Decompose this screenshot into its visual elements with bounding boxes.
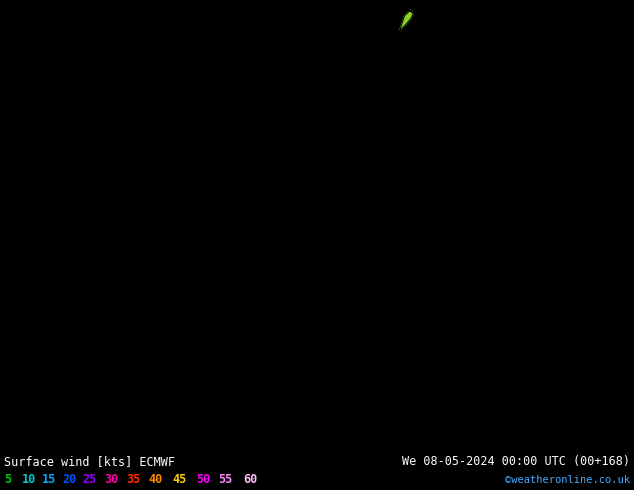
Text: Surface wind [kts] ECMWF: Surface wind [kts] ECMWF bbox=[4, 455, 175, 468]
Polygon shape bbox=[399, 10, 413, 31]
Text: 60: 60 bbox=[243, 473, 257, 487]
Text: 5: 5 bbox=[4, 473, 11, 487]
Text: 35: 35 bbox=[126, 473, 140, 487]
Text: 25: 25 bbox=[82, 473, 96, 487]
Text: We 08-05-2024 00:00 UTC (00+168): We 08-05-2024 00:00 UTC (00+168) bbox=[402, 455, 630, 468]
Text: ©weatheronline.co.uk: ©weatheronline.co.uk bbox=[505, 475, 630, 485]
Text: 55: 55 bbox=[218, 473, 232, 487]
Text: 15: 15 bbox=[42, 473, 56, 487]
Text: 10: 10 bbox=[22, 473, 36, 487]
Text: 30: 30 bbox=[104, 473, 119, 487]
Text: 45: 45 bbox=[172, 473, 186, 487]
Text: 40: 40 bbox=[148, 473, 162, 487]
Text: 20: 20 bbox=[62, 473, 76, 487]
Text: 50: 50 bbox=[196, 473, 210, 487]
